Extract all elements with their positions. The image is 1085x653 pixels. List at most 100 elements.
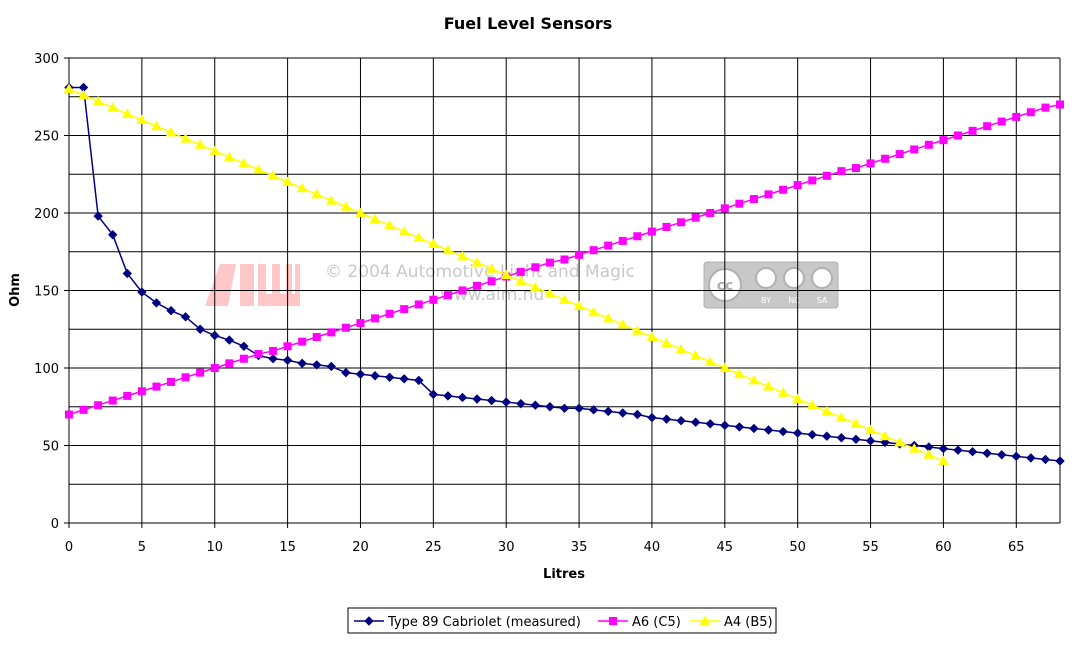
data-point-a4: [617, 319, 629, 329]
data-point-a4: [457, 250, 468, 261]
data-point-a6: [939, 136, 948, 145]
data-point-type89: [1055, 456, 1065, 466]
data-point-type89: [1026, 453, 1036, 463]
data-point-a6: [210, 364, 219, 372]
data-point-a4: [471, 257, 483, 267]
data-point-a4: [588, 306, 600, 317]
data-point-type89: [720, 420, 730, 431]
data-point-a4: [938, 455, 949, 465]
data-point-a6: [851, 164, 860, 173]
data-point-type89: [967, 446, 978, 457]
legend-item-a4: A4 (B5): [690, 615, 773, 630]
y-tick-label: 0: [51, 517, 59, 532]
data-point-a4: [151, 120, 162, 131]
data-point-type89: [501, 397, 511, 407]
data-point-a4: [704, 356, 716, 366]
data-point-a6: [749, 195, 758, 204]
data-point-a6: [604, 241, 613, 250]
data-point-a6: [910, 145, 919, 154]
data-point-a6: [312, 333, 321, 341]
data-point-a4: [282, 176, 293, 186]
x-tick-label: 55: [862, 540, 879, 555]
data-point-type89: [938, 443, 949, 454]
data-point-a4: [908, 443, 920, 453]
data-point-a6: [895, 150, 904, 159]
data-point-a6: [575, 250, 584, 259]
data-point-a4: [792, 393, 804, 403]
data-point-type89: [210, 330, 220, 341]
data-point-type89: [297, 358, 307, 369]
data-point-a6: [400, 305, 409, 314]
data-point-a4: [777, 387, 789, 397]
data-point-a6: [458, 286, 467, 295]
data-point-type89: [880, 437, 890, 448]
data-point-a4: [734, 368, 745, 379]
data-point-type89: [530, 400, 541, 410]
data-point-a6: [531, 263, 540, 272]
data-point-a4: [763, 381, 774, 391]
data-point-a6: [65, 410, 73, 419]
data-point-a4: [238, 157, 250, 168]
data-point-a4: [602, 312, 614, 323]
data-point-a4: [296, 182, 308, 193]
aim-logo: [205, 264, 300, 306]
data-point-a4: [369, 213, 381, 224]
data-point-type89: [1011, 451, 1021, 462]
data-point-a4: [194, 139, 206, 149]
data-point-a4: [559, 294, 570, 304]
license-tag-by: BY: [761, 296, 771, 305]
data-point-type89: [851, 434, 861, 445]
data-point-a6: [924, 140, 933, 149]
data-point-a4: [325, 195, 337, 205]
data-point-type89: [690, 417, 701, 427]
data-point-a6: [167, 377, 176, 386]
data-point-type89: [341, 367, 351, 378]
data-point-type89: [486, 395, 497, 406]
data-point-a6: [137, 387, 146, 396]
data-point-a6: [808, 176, 817, 185]
data-point-a4: [223, 151, 235, 162]
x-tick-label: 40: [644, 540, 661, 555]
data-point-a6: [79, 405, 88, 414]
data-point-type89: [632, 409, 643, 420]
data-point-type89: [137, 287, 147, 297]
data-point-a4: [427, 238, 439, 248]
data-point-a4: [632, 325, 643, 335]
data-point-a4: [63, 83, 75, 93]
data-point-a4: [850, 418, 862, 428]
data-point-type89: [836, 433, 847, 443]
data-point-a6: [414, 300, 423, 309]
data-point-a6: [1056, 100, 1064, 109]
x-tick-label: 65: [1008, 540, 1025, 555]
data-point-type89: [865, 436, 876, 446]
data-point-type89: [953, 445, 963, 455]
legend-item-a6: A6 (C5): [598, 615, 681, 630]
data-point-a6: [720, 204, 729, 213]
data-point-type89: [195, 324, 205, 334]
x-tick-label: 60: [935, 540, 952, 555]
data-point-type89: [224, 335, 235, 345]
y-tick-label: 100: [34, 362, 59, 377]
data-point-a6: [443, 291, 452, 300]
legend-label: A6 (C5): [632, 615, 681, 630]
data-point-a6: [1026, 108, 1035, 117]
data-point-type89: [239, 341, 249, 352]
data-point-a4: [413, 232, 425, 242]
data-point-a4: [821, 405, 833, 416]
data-point-a4: [78, 89, 89, 100]
data-point-a6: [735, 199, 744, 208]
data-point-a6: [1012, 112, 1021, 121]
x-axis-label: Litres: [543, 567, 585, 582]
data-point-a6: [866, 159, 875, 168]
data-point-a4: [879, 430, 891, 441]
data-point-a4: [836, 412, 847, 422]
y-tick-label: 300: [34, 52, 59, 67]
data-point-a6: [94, 401, 103, 410]
x-tick-label: 45: [717, 540, 734, 555]
data-point-a6: [152, 382, 161, 391]
data-point-a6: [283, 342, 292, 351]
data-point-a4: [486, 263, 497, 273]
x-tick-label: 25: [425, 540, 442, 555]
data-point-a6: [560, 255, 569, 264]
